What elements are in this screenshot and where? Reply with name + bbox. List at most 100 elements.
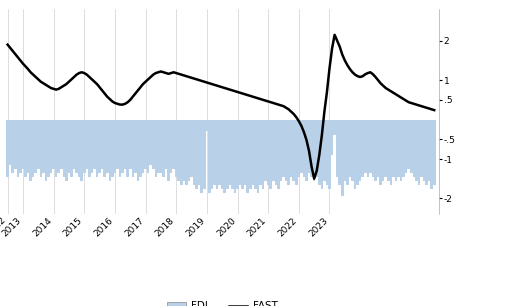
Bar [167,120,170,181]
Bar [359,120,362,181]
Bar [180,120,183,185]
Bar [331,120,333,155]
Bar [162,120,165,177]
Bar [229,120,231,185]
Bar [12,120,14,173]
Bar [231,120,234,188]
Bar [185,120,188,185]
Bar [384,120,387,177]
Bar [244,120,246,185]
Bar [68,120,70,173]
Bar [323,120,326,181]
Bar [39,120,42,177]
Bar [408,120,410,169]
Bar [413,120,415,177]
Bar [382,120,384,181]
Bar [277,120,280,188]
Bar [139,120,142,177]
Bar [147,120,149,173]
Bar [88,120,90,177]
Bar [272,120,275,181]
Bar [423,120,425,181]
Bar [348,120,351,177]
Bar [175,120,177,177]
Bar [149,120,152,165]
Bar [34,120,37,173]
Bar [275,120,277,185]
Bar [305,120,308,181]
Bar [55,120,58,177]
Bar [372,120,374,177]
Bar [98,120,101,173]
Bar [96,120,98,177]
Bar [251,120,254,185]
Bar [218,120,221,185]
Bar [224,120,226,192]
Bar [78,120,80,177]
Bar [285,120,287,181]
Bar [7,120,9,177]
Bar [379,120,382,185]
Bar [24,120,27,177]
Bar [341,120,343,196]
Bar [254,120,257,188]
Bar [410,120,413,173]
Bar [17,120,19,177]
Bar [155,120,157,177]
Bar [257,120,259,192]
Bar [357,120,359,185]
Bar [152,120,155,169]
Bar [126,120,129,177]
Bar [338,120,341,185]
Bar [308,120,311,173]
Bar [44,120,47,181]
Bar [318,120,321,185]
Bar [142,120,144,173]
Bar [83,120,85,173]
Bar [270,120,272,188]
Bar [400,120,402,181]
Bar [226,120,229,188]
Bar [221,120,224,188]
Bar [433,120,435,185]
Bar [387,120,389,181]
Bar [70,120,73,177]
Bar [144,120,147,169]
Bar [367,120,369,177]
Bar [170,120,172,173]
Bar [377,120,379,177]
Bar [300,120,302,173]
Bar [267,120,270,185]
Bar [27,120,29,173]
Bar [75,120,78,173]
Bar [321,120,323,188]
Bar [195,120,198,188]
Bar [326,120,328,185]
Bar [418,120,420,185]
Bar [121,120,124,173]
Bar [106,120,109,173]
Bar [93,120,96,169]
Bar [116,120,119,169]
Bar [249,120,251,188]
Bar [42,120,44,173]
Bar [190,120,193,177]
Bar [14,120,17,169]
Bar [29,120,32,181]
Bar [37,120,39,169]
Bar [351,120,354,181]
Bar [292,120,295,181]
Bar [137,120,139,181]
Bar [346,120,348,185]
Bar [216,120,218,188]
Bar [369,120,372,173]
Bar [402,120,405,177]
Bar [160,120,162,173]
Bar [405,120,408,173]
Bar [9,120,12,165]
Bar [111,120,114,177]
Bar [420,120,423,177]
Bar [354,120,357,188]
Bar [119,120,121,177]
Bar [311,120,313,177]
